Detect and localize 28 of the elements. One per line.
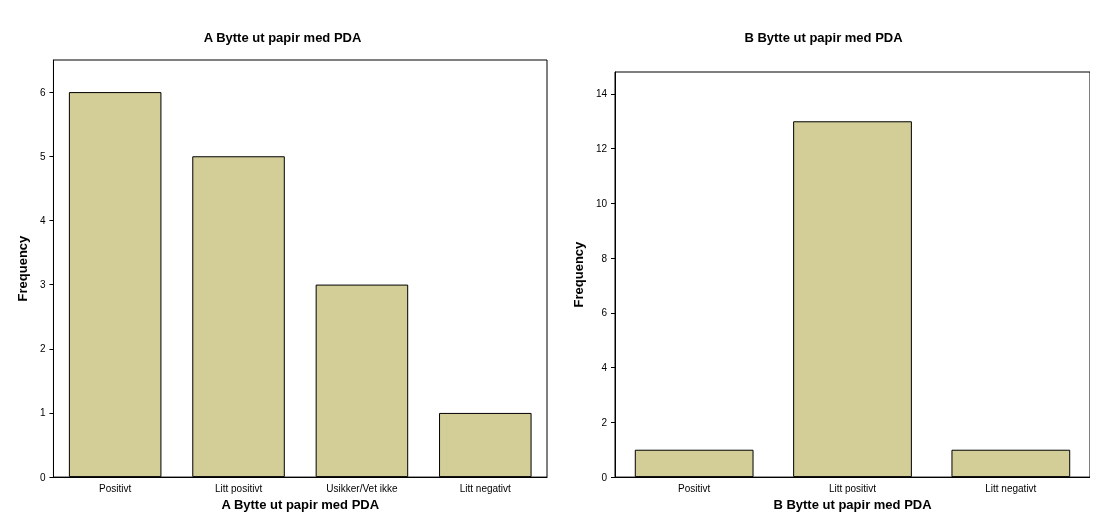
x-tick-label: Litt negativt [459,482,512,494]
y-tick-label: 4 [601,362,608,374]
y-tick-label: 10 [595,197,608,209]
x-axis-title: A Bytte ut papir med PDA [221,497,380,512]
y-tick-label: 3 [39,279,46,291]
y-tick-label: 6 [39,86,46,98]
y-tick-label: 6 [601,307,608,319]
y-tick-label: 4 [39,214,46,226]
y-tick-label: 1 [39,407,46,419]
y-tick-label: 12 [595,143,608,155]
y-tick-label: 0 [601,471,608,483]
y-tick-label: 0 [39,471,46,483]
chart-title: B Bytte ut papir med PDA [744,30,904,45]
y-tick-label: 2 [601,416,608,428]
y-tick-label: 8 [601,252,608,264]
x-tick-label: Positivt [99,482,132,494]
x-tick-label: Litt negativt [985,482,1037,494]
x-tick-label: Litt positivt [828,482,877,494]
y-tick-label: 2 [39,343,46,355]
x-tick-label: Positivt [678,482,711,494]
y-tick-label: 5 [39,150,46,162]
chart-title: A Bytte ut papir med PDA [203,30,362,45]
y-axis-title: Frequency [15,234,30,302]
x-tick-label: Usikker/Vet ikke [326,482,398,494]
x-axis-title: B Bytte ut papir med PDA [773,497,933,512]
y-axis-title: Frequency [570,240,586,308]
y-tick-label: 14 [595,88,608,100]
x-tick-label: Litt positivt [214,482,263,494]
